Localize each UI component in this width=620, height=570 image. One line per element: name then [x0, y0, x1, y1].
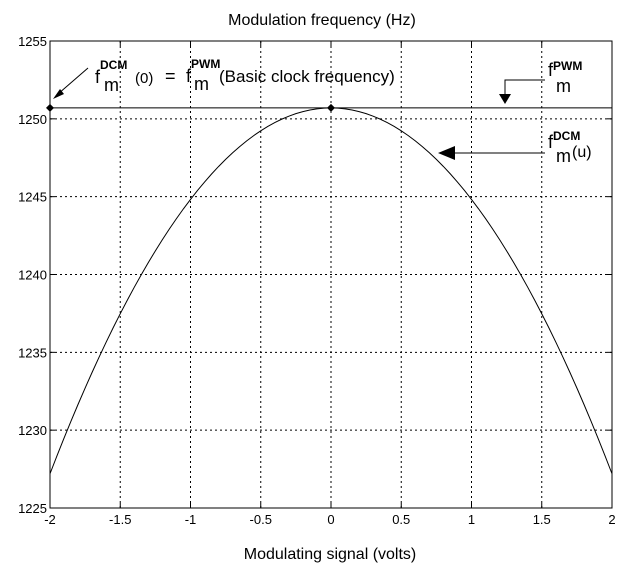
y-tick-label: 1235: [18, 345, 47, 360]
chart-title: Modulation frequency (Hz): [228, 12, 416, 29]
axis-ticks: -2 -1.5 -1 -0.5 0 0.5 1 1.5 2 1225 1230 1235 1240 124…: [18, 34, 616, 527]
ann-dcm-sub: m: [556, 146, 571, 166]
data-point-marker: [327, 103, 335, 112]
annotation-pwm: fPWM m: [548, 59, 582, 96]
y-tick-label: 1250: [18, 112, 47, 127]
arrow-pwm-head: [499, 94, 511, 104]
arrow-left-head: [53, 89, 64, 99]
y-tick-label: 1225: [18, 501, 47, 516]
x-axis-label: Modulating signal (volts): [244, 546, 417, 563]
x-tick-label: 1: [468, 512, 475, 527]
x-tick-label: 0.5: [392, 512, 410, 527]
arrow-dcm-head: [438, 146, 455, 160]
x-tick-label: 2: [608, 512, 615, 527]
x-tick-label: -1: [185, 512, 197, 527]
ann-left-arg: (0): [135, 70, 153, 87]
ann-left-sub2: m: [194, 74, 209, 94]
x-tick-label: 0: [327, 512, 334, 527]
x-tick-label: -2: [44, 512, 56, 527]
arrow-left-shaft: [57, 67, 89, 95]
x-tick-label: -1.5: [109, 512, 131, 527]
ann-left-sub: m: [104, 75, 119, 95]
ann-left-sup2: PWM: [191, 57, 220, 71]
grid-lines: [50, 41, 612, 508]
x-tick-label: -0.5: [250, 512, 272, 527]
annotation-dcm: fDCM m(u): [548, 129, 592, 166]
arrow-pwm-shaft: [504, 79, 545, 96]
ann-left-f2: f: [186, 66, 192, 86]
ann-left-sup: DCM: [100, 58, 127, 72]
annotation-left: fDCM m (0) = fPWM m (Basic clock frequency): [95, 57, 395, 95]
ann-dcm-sup: DCM: [553, 129, 580, 143]
annotation-arrows: [53, 67, 545, 160]
y-tick-label: 1255: [18, 34, 47, 49]
y-tick-label: 1230: [18, 423, 47, 438]
ann-left-eq: =: [165, 66, 176, 86]
y-tick-label: 1240: [18, 268, 47, 283]
ann-dcm-f: f: [548, 132, 554, 152]
ann-pwm-sup: PWM: [553, 59, 582, 73]
ann-left-f: f: [95, 67, 101, 87]
ann-pwm-sub: m: [556, 76, 571, 96]
y-tick-label: 1245: [18, 190, 47, 205]
ann-pwm-f: f: [548, 60, 554, 80]
ann-dcm-arg: (u): [572, 144, 592, 161]
x-tick-label: 1.5: [533, 512, 551, 527]
ann-left-rest: (Basic clock frequency): [219, 67, 395, 86]
